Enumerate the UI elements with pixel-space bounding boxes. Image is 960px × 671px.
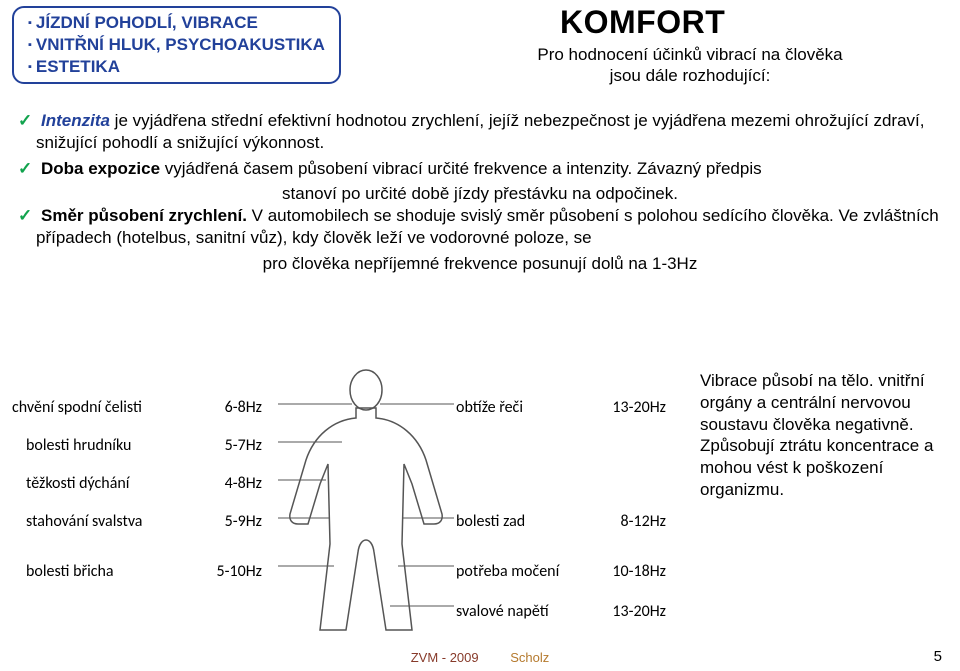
intensity-text: je vyjádřena střední efektivní hodnotou … xyxy=(36,111,924,152)
fig-right-speech-hz: 13-20Hz xyxy=(576,398,666,417)
fig-left-belly-label: bolesti břicha xyxy=(12,562,182,581)
body-text: Intenzita je vyjádřena střední efektivní… xyxy=(18,110,942,274)
body-figure: chvění spodní čelisti 6-8Hz bolesti hrud… xyxy=(12,370,682,650)
fig-right-speech: obtíže řeči 13-20Hz xyxy=(456,398,676,417)
footer: ZVM - 2009 Scholz xyxy=(0,650,960,665)
page-subtitle: Pro hodnocení účinků vibrací na člověka … xyxy=(475,44,905,87)
para-direction-b: pro člověka nepříjemné frekvence posunuj… xyxy=(18,253,942,275)
para-direction: Směr působení zrychlení. V automobilech … xyxy=(18,205,942,249)
subtitle-line-1: Pro hodnocení účinků vibrací na člověka xyxy=(537,45,842,64)
fig-left-belly: bolesti břicha 5-10Hz xyxy=(12,562,272,581)
fig-left-jaw-label: chvění spodní čelisti xyxy=(12,398,182,417)
topic-box: JÍZDNÍ POHODLÍ, VIBRACE VNITŘNÍ HLUK, PS… xyxy=(12,6,341,84)
fig-left-belly-hz: 5-10Hz xyxy=(182,562,262,581)
fig-right-tense-label: svalové napětí xyxy=(456,602,576,621)
fig-right-back-label: bolesti zad xyxy=(456,512,576,531)
intensity-lead: Intenzita xyxy=(41,111,110,130)
human-body-icon xyxy=(278,364,454,634)
fig-left-jaw: chvění spodní čelisti 6-8Hz xyxy=(12,398,272,417)
side-l2: vnitřní orgány a centrální nervovou sous… xyxy=(700,371,933,499)
direction-lead: Směr působení zrychlení. xyxy=(41,206,247,225)
exposure-text-a: vyjádřená časem působení vibrací určité … xyxy=(160,159,762,178)
fig-right-speech-label: obtíže řeči xyxy=(456,398,576,417)
para-exposure: Doba expozice vyjádřená časem působení v… xyxy=(18,158,942,180)
fig-right-back-hz: 8-12Hz xyxy=(576,512,666,531)
para-intensity: Intenzita je vyjádřena střední efektivní… xyxy=(18,110,942,154)
fig-right-back: bolesti zad 8-12Hz xyxy=(456,512,676,531)
fig-right-urine: potřeba močení 10-18Hz xyxy=(456,562,676,581)
side-text: Vibrace působí na tělo. vnitřní orgány a… xyxy=(700,370,944,501)
page-title: KOMFORT xyxy=(560,4,725,41)
topic-1: JÍZDNÍ POHODLÍ, VIBRACE xyxy=(28,12,325,34)
fig-left-breath-label: těžkosti dýchání xyxy=(12,474,182,493)
fig-right-urine-hz: 10-18Hz xyxy=(576,562,666,581)
fig-right-tense: svalové napětí 13-20Hz xyxy=(456,602,676,621)
fig-left-chest-label: bolesti hrudníku xyxy=(12,436,182,455)
fig-right-tense-hz: 13-20Hz xyxy=(576,602,666,621)
fig-left-chest-hz: 5-7Hz xyxy=(182,436,262,455)
footer-right: Scholz xyxy=(510,650,549,665)
fig-left-muscle-hz: 5-9Hz xyxy=(182,512,262,531)
fig-left-muscle-label: stahování svalstva xyxy=(12,512,182,531)
footer-left: ZVM - 2009 xyxy=(411,650,479,665)
page-number: 5 xyxy=(934,648,942,665)
topic-2: VNITŘNÍ HLUK, PSYCHOAKUSTIKA xyxy=(28,34,325,56)
exposure-lead: Doba expozice xyxy=(41,159,160,178)
topic-3: ESTETIKA xyxy=(28,56,325,78)
fig-right-urine-label: potřeba močení xyxy=(456,562,576,581)
side-l1: Vibrace působí na tělo. xyxy=(700,371,874,390)
fig-left-jaw-hz: 6-8Hz xyxy=(182,398,262,417)
fig-left-breath: těžkosti dýchání 4-8Hz xyxy=(12,474,272,493)
subtitle-line-2: jsou dále rozhodující: xyxy=(610,66,771,85)
fig-left-chest: bolesti hrudníku 5-7Hz xyxy=(12,436,272,455)
fig-left-muscle: stahování svalstva 5-9Hz xyxy=(12,512,272,531)
para-exposure-b: stanoví po určité době jízdy přestávku n… xyxy=(18,183,942,205)
fig-left-breath-hz: 4-8Hz xyxy=(182,474,262,493)
